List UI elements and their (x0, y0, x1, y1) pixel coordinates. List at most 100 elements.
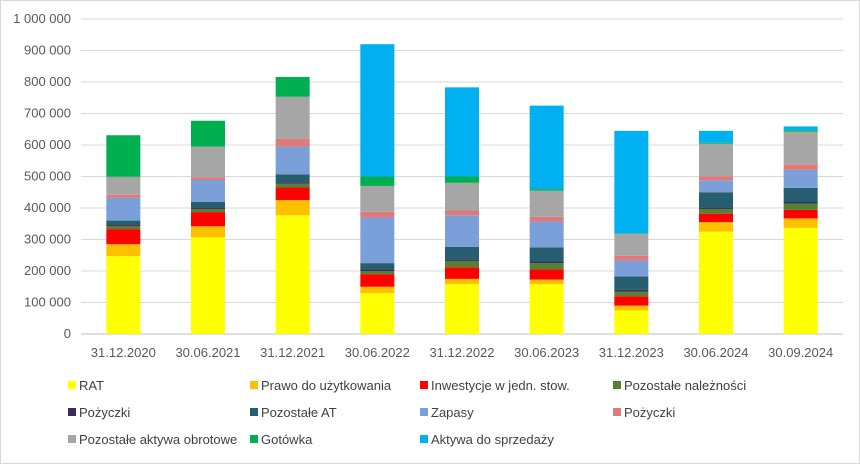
legend-swatch (250, 381, 258, 389)
bar-segment (106, 135, 141, 177)
legend-label: RAT (79, 378, 104, 393)
bar-segment (699, 213, 733, 223)
bar-segment (360, 293, 395, 334)
bar-segment (529, 189, 564, 191)
bar-segment (445, 278, 479, 285)
legend-label: Aktywa do sprzedaży (431, 432, 554, 447)
bar-segment (614, 296, 649, 306)
x-tick-label: 30.06.2024 (683, 345, 748, 360)
legend-label: Gotówka (261, 432, 313, 447)
bars (106, 44, 818, 334)
bar-segment (614, 233, 649, 234)
bar-segment (699, 231, 733, 334)
bar-segment (360, 286, 395, 294)
bar-segment (699, 142, 733, 144)
bar-segment (445, 182, 479, 211)
y-tick-label: 900 000 (24, 43, 71, 58)
bar-segment (191, 226, 225, 238)
y-tick-label: 0 (64, 326, 71, 341)
legend-label: Prawo do użytkowania (261, 378, 392, 393)
y-tick-label: 800 000 (24, 74, 71, 89)
bar-segment (106, 225, 141, 230)
bar-segment (106, 220, 141, 225)
bar-segment (783, 209, 818, 219)
bar-segment (783, 164, 818, 170)
bar-segment (445, 260, 479, 268)
bar-segment (614, 233, 649, 256)
bar-segment (191, 207, 225, 209)
legend-swatch (68, 435, 76, 443)
legend-label: Zapasy (431, 405, 474, 420)
legend-label: Pozostałe aktywa obrotowe (79, 432, 237, 447)
bar-segment (360, 271, 395, 275)
bar-segment (106, 244, 141, 257)
bar-segment (529, 284, 564, 334)
legend-swatch (613, 408, 621, 416)
x-tick-label: 31.12.2020 (91, 345, 156, 360)
legend-label: Pożyczki (624, 405, 675, 420)
bar-segment (275, 174, 310, 183)
x-tick-label: 30.09.2024 (768, 345, 833, 360)
bar-segment (191, 179, 225, 203)
bar-segment (191, 146, 225, 178)
legend-swatch (420, 435, 428, 443)
bar-segment (783, 169, 818, 188)
bar-segment (699, 208, 733, 214)
bar-segment (445, 87, 479, 177)
x-tick-label: 31.12.2022 (429, 345, 494, 360)
bar-segment (614, 255, 649, 261)
bar-segment (106, 197, 141, 221)
bar-segment (360, 44, 395, 177)
bar-segment (783, 187, 818, 203)
bar-segment (699, 192, 733, 208)
bar-segment (275, 146, 310, 175)
legend: RAT Prawo do użytkowania Inwestycje w jedn… (68, 378, 746, 447)
bar-segment (614, 130, 649, 234)
bar-segment (699, 207, 733, 209)
bar-segment (529, 279, 564, 285)
bar-segment (783, 202, 818, 204)
bar-segment (106, 194, 141, 198)
bar-segment (275, 183, 310, 188)
x-tick-label: 30.06.2023 (514, 345, 579, 360)
bar-segment (699, 130, 733, 143)
y-tick-label: 100 000 (24, 295, 71, 310)
bar-segment (783, 218, 818, 228)
bar-segment (783, 130, 818, 132)
x-tick-label: 30.06.2022 (345, 345, 410, 360)
bar-segment (529, 105, 564, 190)
bar-segment (783, 126, 818, 131)
bar-segment (191, 212, 225, 227)
x-tick-label: 31.12.2023 (599, 345, 664, 360)
bar-segment (106, 256, 141, 334)
bar-segment (360, 217, 395, 264)
bar-segment (445, 176, 479, 183)
y-tick-label: 300 000 (24, 232, 71, 247)
bar-segment (529, 261, 564, 264)
bar-segment (529, 216, 564, 222)
bar-segment (445, 259, 479, 261)
bar-segment (191, 202, 225, 208)
bar-segment (783, 227, 818, 334)
bar-segment (191, 177, 225, 180)
bar-segment (191, 120, 225, 147)
bar-segment (106, 224, 141, 226)
bar-segment (275, 138, 310, 147)
legend-swatch (613, 381, 621, 389)
bar-segment (529, 269, 564, 280)
bar-segment (191, 208, 225, 213)
bar-segment (614, 276, 649, 290)
bar-segment (275, 76, 310, 97)
bar-segment (614, 291, 649, 297)
bar-segment (614, 310, 649, 334)
x-tick-label: 30.06.2021 (175, 345, 240, 360)
bar-segment (445, 246, 479, 260)
bar-segment (275, 215, 310, 334)
bar-segment (699, 180, 733, 193)
bar-segment (783, 131, 818, 165)
legend-swatch (250, 435, 258, 443)
bar-segment (614, 289, 649, 292)
y-axis-ticks: 0 100 000 200 000 300 000 400 000 500 000 600 … (13, 11, 71, 341)
legend-swatch (250, 408, 258, 416)
